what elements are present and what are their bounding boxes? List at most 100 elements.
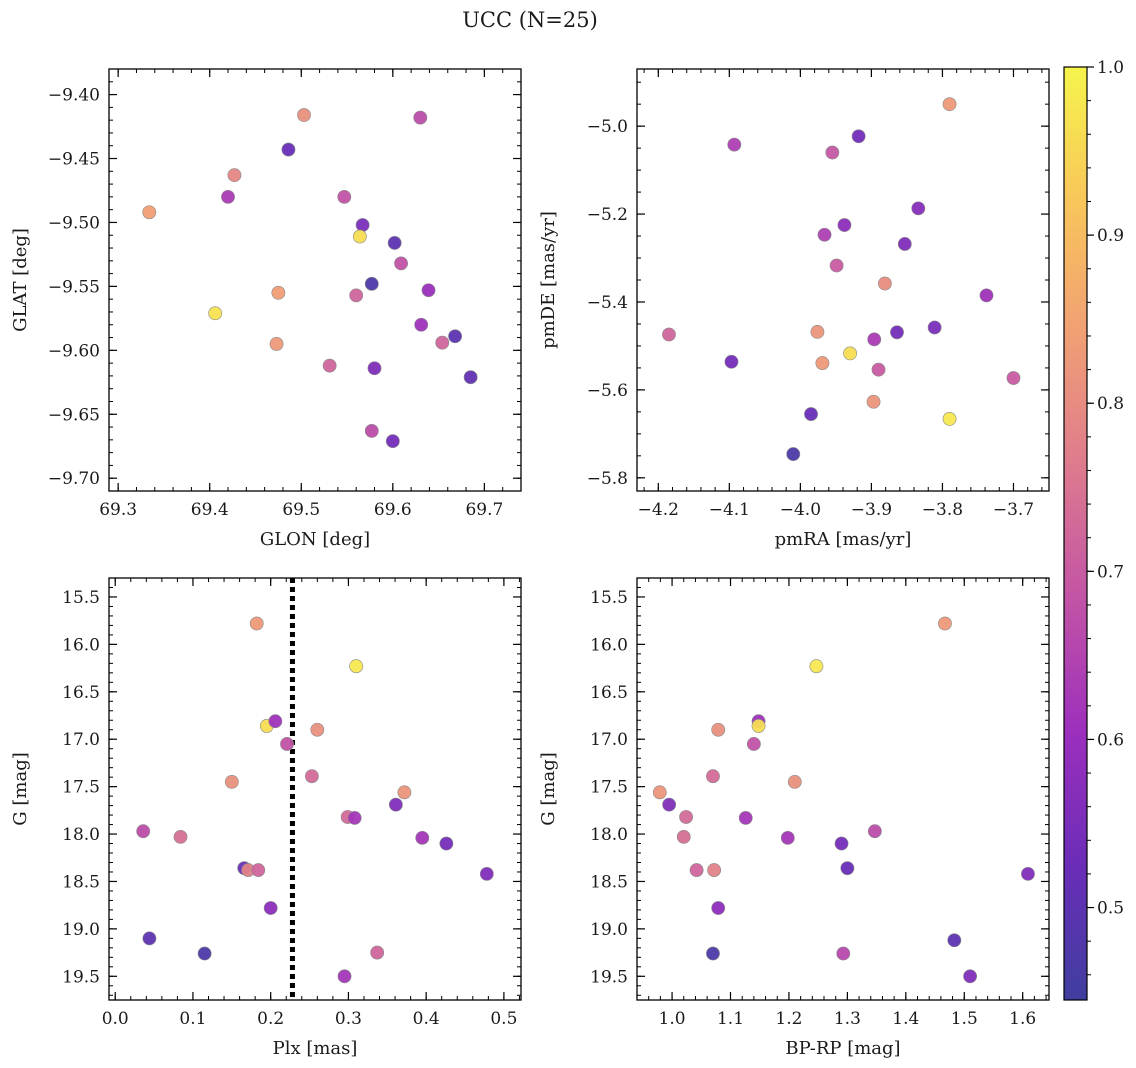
data-point [263, 901, 278, 915]
data-point [652, 785, 667, 800]
data-point [911, 201, 926, 216]
plot-frame [636, 68, 1050, 492]
y-tick-label: 18.5 [62, 872, 100, 892]
data-point [304, 769, 319, 784]
data-point [979, 288, 994, 303]
y-tick-label: 17.0 [590, 730, 628, 750]
colorbar-tick-label: 0.5 [1097, 899, 1124, 919]
y-tick-label: 18.0 [590, 825, 628, 845]
figure-title: UCC (N=25) [462, 8, 598, 32]
data-point [825, 145, 840, 160]
x-tick-label: −4.1 [709, 500, 750, 520]
y-tick-label: 18.0 [62, 825, 100, 845]
y-tick-label: −9.45 [48, 150, 100, 170]
data-point [890, 325, 904, 340]
y-tick-label: 16.5 [590, 683, 628, 703]
data-point [364, 276, 379, 291]
y-tick-label: 16.0 [62, 635, 100, 655]
colorbar-tick-label: 0.8 [1097, 394, 1124, 414]
data-point [787, 774, 802, 789]
data-point [414, 317, 429, 332]
data-point [878, 276, 892, 291]
x-tick-label: 0.1 [179, 1009, 206, 1029]
colorbar-tick-label: 0.7 [1097, 562, 1124, 582]
x-tick-label: −3.8 [922, 500, 963, 520]
data-point [221, 189, 235, 204]
y-axis-label: pmDE [mas/yr] [538, 211, 559, 349]
data-point [385, 434, 400, 449]
data-point [347, 811, 362, 825]
y-tick-label: −5.8 [587, 469, 628, 489]
data-point [415, 830, 430, 845]
data-point [387, 236, 402, 250]
data-point [388, 797, 403, 812]
data-point [479, 866, 494, 881]
data-point [349, 659, 364, 674]
x-tick-label: 0.5 [490, 1009, 517, 1029]
y-tick-label: −9.50 [48, 213, 100, 233]
data-point [370, 945, 385, 960]
y-tick-label: 17.5 [62, 778, 100, 798]
data-point [367, 361, 382, 376]
data-point [836, 946, 851, 961]
y-tick-label: 16.0 [590, 635, 628, 655]
y-tick-label: −9.65 [48, 405, 100, 425]
x-tick-label: 69.7 [465, 500, 503, 520]
data-point [352, 229, 367, 244]
data-point [397, 785, 412, 800]
data-point [136, 824, 151, 839]
data-point [706, 769, 720, 784]
data-point [269, 337, 284, 351]
data-point [851, 129, 866, 144]
data-point [662, 327, 676, 342]
data-point [724, 354, 739, 369]
data-point [280, 737, 294, 751]
y-tick-label: 16.5 [62, 683, 100, 703]
y-tick-label: 17.5 [590, 778, 628, 798]
data-point [867, 824, 882, 839]
data-point [815, 356, 830, 370]
scatter-panels: 69.3 69.4 69.5 69.6 69.7 −9.40 −9.45 −9.50 −9.55… [10, 68, 1050, 1059]
data-point [310, 722, 325, 737]
scatter-panel-1: 69.3 69.4 69.5 69.6 69.7 −9.40 −9.45 −9.50 −9.55… [10, 68, 522, 550]
data-point [840, 861, 855, 876]
x-tick-label: 1.3 [834, 1009, 861, 1029]
y-tick-label: −9.60 [48, 341, 100, 361]
data-point [281, 142, 296, 157]
points [142, 108, 478, 449]
x-tick-label: −4.0 [780, 500, 821, 520]
x-tick-label: 69.6 [374, 500, 412, 520]
y-tick-label: −9.40 [48, 86, 100, 106]
y-tick-label: −5.2 [587, 205, 628, 225]
data-point [942, 97, 957, 112]
y-tick-label: 19.0 [62, 920, 100, 940]
data-point [394, 256, 408, 271]
data-point [224, 774, 239, 789]
data-point [448, 329, 462, 344]
data-point [439, 836, 454, 851]
data-point [837, 218, 852, 232]
data-point [662, 797, 677, 812]
x-axis-label: Plx [mas] [273, 1038, 358, 1059]
x-tick-label: 1.2 [775, 1009, 802, 1029]
data-point [843, 346, 858, 361]
data-point [251, 863, 266, 877]
y-tick-label: 19.0 [590, 920, 628, 940]
y-axis-label: GLAT [deg] [10, 228, 31, 332]
data-point [1021, 866, 1035, 881]
data-point [413, 110, 428, 125]
data-point [866, 394, 881, 409]
data-point [435, 335, 450, 350]
data-point [689, 863, 704, 877]
x-axis-label: pmRA [mas/yr] [775, 529, 912, 550]
colorbar-tick-label: 0.9 [1097, 226, 1124, 246]
x-tick-label: 69.3 [99, 500, 137, 520]
data-point [249, 616, 264, 631]
data-point [897, 237, 912, 251]
x-tick-label: −3.9 [851, 500, 892, 520]
data-point [297, 108, 311, 122]
x-tick-label: 0.3 [335, 1009, 362, 1029]
x-tick-label: 69.5 [282, 500, 320, 520]
data-point [268, 714, 283, 729]
